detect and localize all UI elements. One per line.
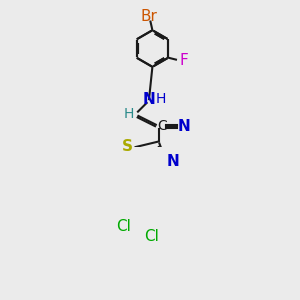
Text: C: C	[158, 119, 167, 133]
Text: N: N	[143, 92, 155, 106]
Text: Cl: Cl	[116, 219, 131, 234]
Text: Cl: Cl	[145, 229, 159, 244]
Text: Br: Br	[140, 9, 157, 24]
Text: F: F	[179, 52, 188, 68]
Text: N: N	[177, 118, 190, 134]
Text: H: H	[155, 92, 166, 106]
Text: S: S	[122, 139, 133, 154]
Text: H: H	[124, 106, 134, 121]
Text: N: N	[166, 154, 179, 169]
